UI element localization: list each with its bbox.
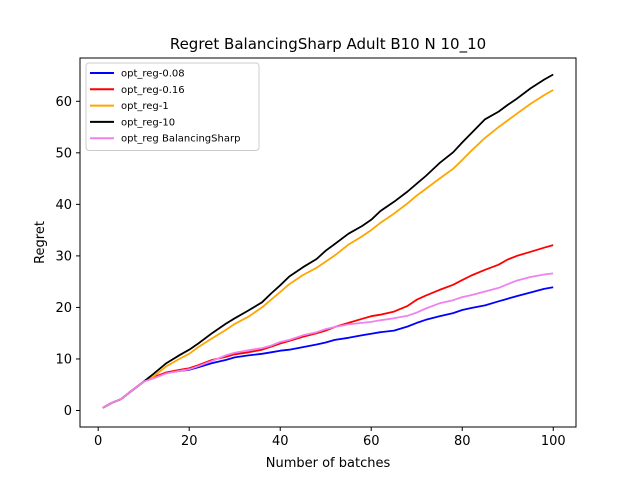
legend-box <box>85 62 260 151</box>
legend-label-opt-reg-0-08: opt_reg-0.08 <box>121 69 185 80</box>
y-tick-label: 20 <box>55 301 72 316</box>
series-line-opt-reg-10 <box>102 73 554 409</box>
x-tick-label: 100 <box>541 434 566 449</box>
x-axis-label: Number of batches <box>266 456 391 471</box>
x-tick-label: 80 <box>454 434 471 449</box>
series-layer <box>102 73 554 409</box>
y-tick-label: 60 <box>55 95 72 110</box>
x-tick-label: 0 <box>94 434 102 449</box>
y-tick-label: 30 <box>55 249 72 264</box>
series-line-opt-reg-0-16 <box>102 244 554 409</box>
legend-label-opt-reg-0-16: opt_reg-0.16 <box>121 85 185 96</box>
y-tick-label: 0 <box>64 404 72 419</box>
y-axis-label: Regret <box>33 221 48 264</box>
series-line-opt-reg-balancingsharp <box>102 272 554 409</box>
x-tick-label: 60 <box>363 434 380 449</box>
series-line-opt-reg-1 <box>102 89 554 409</box>
legend-label-opt-reg-1: opt_reg-1 <box>121 101 169 112</box>
y-tick-label: 10 <box>55 352 72 367</box>
x-tick-label: 40 <box>272 434 289 449</box>
y-tick-label: 50 <box>55 146 72 161</box>
legend: opt_reg-0.08 opt_reg-0.16 opt_reg-1 opt_reg… <box>85 62 260 151</box>
legend-label-opt-reg-10: opt_reg-10 <box>121 117 175 128</box>
plot-frame <box>79 57 577 428</box>
y-axis: 0 10 20 30 40 50 60 <box>55 95 80 419</box>
y-tick-label: 40 <box>55 198 72 213</box>
x-axis: 0 20 40 60 80 100 <box>94 427 566 449</box>
legend-label-opt-reg-balancingsharp: opt_reg BalancingSharp <box>121 134 240 145</box>
chart-title: Regret BalancingSharp Adult B10 N 10_10 <box>170 35 486 54</box>
x-tick-label: 20 <box>181 434 198 449</box>
